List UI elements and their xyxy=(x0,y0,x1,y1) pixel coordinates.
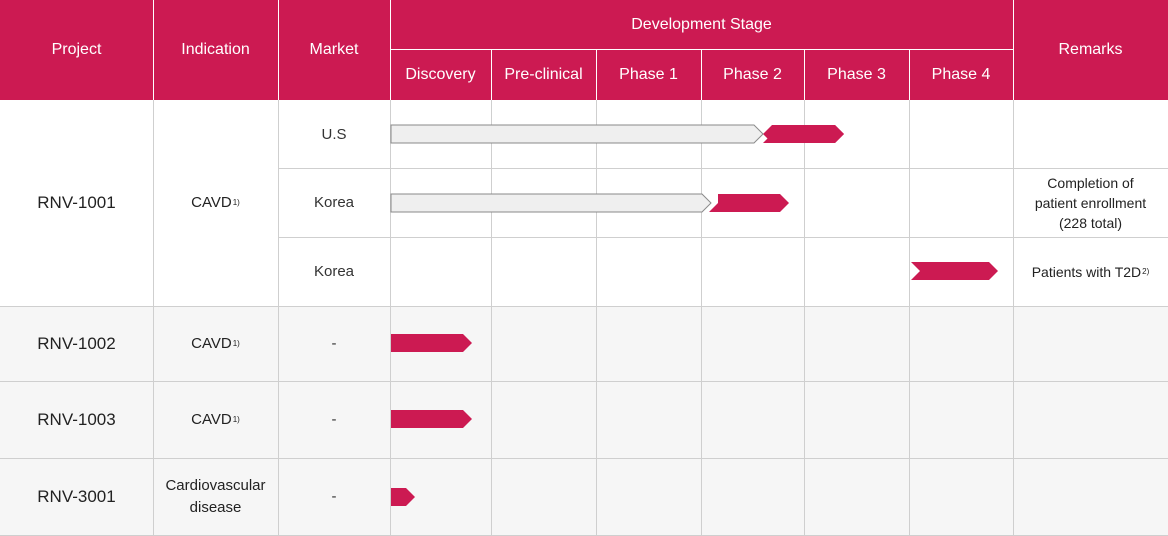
current-progress-arrow xyxy=(391,334,472,352)
divider xyxy=(278,100,279,536)
project-rnv-1001: RNV-1001 xyxy=(37,193,116,212)
footnote-mark: 2) xyxy=(1142,266,1150,276)
current-progress-arrow xyxy=(709,194,789,212)
completed-progress-arrow xyxy=(390,193,712,213)
footnote-mark: 1) xyxy=(232,414,240,424)
indication-text: CAVD xyxy=(191,194,232,211)
divider xyxy=(390,0,391,100)
indication-rnv-3001: Cardiovascular disease xyxy=(153,458,278,535)
indication-line: disease xyxy=(189,498,242,516)
market-rnv-1001-korea: Korea xyxy=(313,263,355,280)
header-indication: Indication xyxy=(153,0,278,100)
divider xyxy=(701,100,702,536)
divider xyxy=(278,168,1168,169)
header-market: Market xyxy=(278,0,390,100)
completed-progress-arrow xyxy=(390,124,764,144)
remark-t2d: Patients with T2D 2) xyxy=(1013,237,1168,306)
market-rnv-1001-us: U.S xyxy=(321,125,347,143)
stage-phase-1: Phase 1 xyxy=(596,49,701,100)
divider xyxy=(596,100,597,536)
stage-phase-2: Phase 2 xyxy=(701,49,804,100)
footnote-mark: 1) xyxy=(232,338,240,348)
divider xyxy=(909,100,910,536)
divider xyxy=(491,100,492,536)
stage-discovery: Discovery xyxy=(390,49,491,100)
indication-rnv-1002: CAVD 1) xyxy=(153,306,278,381)
footnote-mark: 1) xyxy=(232,198,240,207)
stage-phase-3: Phase 3 xyxy=(804,49,909,100)
divider xyxy=(701,49,702,100)
remark-text: Patients with T2D xyxy=(1031,263,1142,280)
divider xyxy=(1013,0,1014,100)
remark-line: (228 total) xyxy=(1058,214,1123,231)
divider xyxy=(278,0,279,100)
stage-phase-4: Phase 4 xyxy=(909,49,1013,100)
indication-rnv-1001: CAVD 1) xyxy=(153,100,278,306)
divider xyxy=(1013,100,1014,536)
header-project: Project xyxy=(0,0,153,100)
divider xyxy=(278,237,1168,238)
market-rnv-1001-korea: Korea xyxy=(313,194,355,211)
market-rnv-1003: - xyxy=(331,411,337,428)
stage-pre-clinical: Pre-clinical xyxy=(491,49,596,100)
remark-line: patient enrollment xyxy=(1034,194,1147,211)
divider xyxy=(0,306,1168,307)
indication-line: Cardiovascular xyxy=(165,476,266,494)
current-progress-arrow xyxy=(391,410,472,428)
project-rnv-1002: RNV-1002 xyxy=(37,333,116,353)
divider xyxy=(390,100,391,536)
indication-text: CAVD xyxy=(191,334,232,352)
market-rnv-3001: - xyxy=(331,488,337,505)
row-background xyxy=(0,306,1168,536)
project-rnv-1003: RNV-1003 xyxy=(37,409,116,429)
divider xyxy=(804,49,805,100)
header-development-stage: Development Stage xyxy=(390,0,1013,49)
divider xyxy=(491,49,492,100)
divider xyxy=(153,100,154,536)
header-remarks: Remarks xyxy=(1013,0,1168,100)
divider xyxy=(0,458,1168,459)
divider xyxy=(804,100,805,536)
divider xyxy=(0,381,1168,382)
indication-text: CAVD xyxy=(191,410,232,428)
remark-line: Completion of xyxy=(1047,174,1134,191)
market-rnv-1002: - xyxy=(331,335,337,352)
remark-enrollment: Completion of patient enrollment (228 to… xyxy=(1013,168,1168,237)
divider xyxy=(153,0,154,100)
current-progress-arrow xyxy=(911,262,998,280)
indication-rnv-1003: CAVD 1) xyxy=(153,381,278,458)
project-rnv-3001: RNV-3001 xyxy=(37,486,116,506)
current-progress-arrow xyxy=(763,125,844,143)
current-progress-arrow xyxy=(391,488,415,506)
divider xyxy=(909,49,910,100)
divider xyxy=(596,49,597,100)
